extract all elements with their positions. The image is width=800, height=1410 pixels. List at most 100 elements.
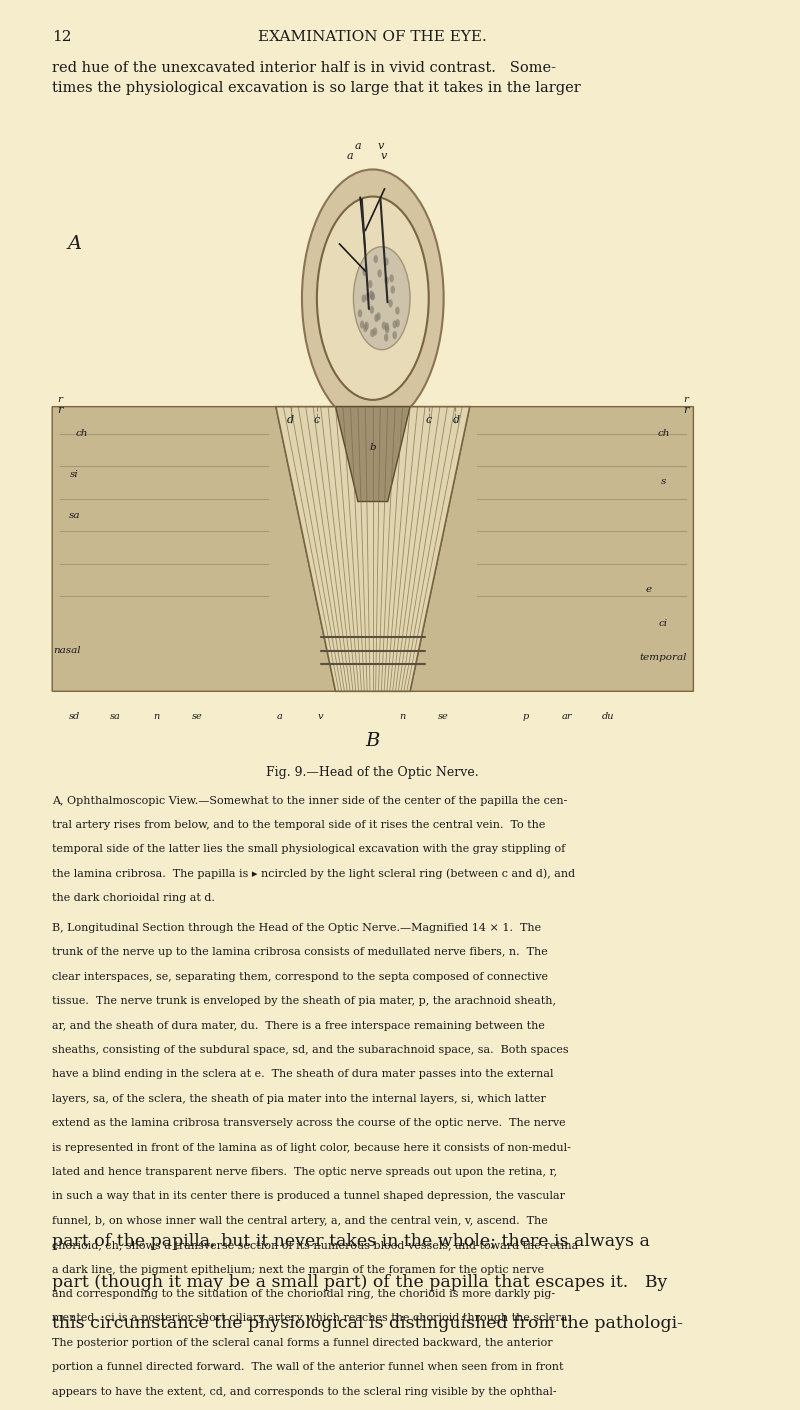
- Text: a: a: [277, 712, 282, 721]
- Circle shape: [362, 268, 367, 276]
- Circle shape: [364, 321, 369, 330]
- Text: times the physiological excavation is so large that it takes in the larger: times the physiological excavation is so…: [52, 82, 581, 96]
- Circle shape: [370, 306, 374, 314]
- Circle shape: [363, 324, 367, 333]
- Text: part (though it may be a small part) of the papilla that escapes it.   By: part (though it may be a small part) of …: [52, 1275, 667, 1292]
- Text: appears to have the extent, cd, and corresponds to the scleral ring visible by t: appears to have the extent, cd, and corr…: [52, 1386, 557, 1397]
- Circle shape: [365, 293, 370, 302]
- Text: temporal: temporal: [640, 653, 687, 661]
- Text: B: B: [366, 732, 380, 750]
- Polygon shape: [276, 406, 470, 691]
- Circle shape: [374, 255, 378, 264]
- Text: sa: sa: [110, 712, 121, 721]
- Text: ci: ci: [659, 619, 668, 627]
- Circle shape: [395, 306, 400, 314]
- Text: tral artery rises from below, and to the temporal side of it rises the central v: tral artery rises from below, and to the…: [52, 821, 546, 830]
- Text: si: si: [70, 470, 79, 479]
- Text: mented.  ci is a posterior short ciliary artery which reaches the chorioid throu: mented. ci is a posterior short ciliary …: [52, 1314, 571, 1324]
- Text: the lamina cribrosa.  The papilla is ▸ ncircled by the light scleral ring (betwe: the lamina cribrosa. The papilla is ▸ nc…: [52, 869, 575, 880]
- Text: n: n: [154, 712, 160, 721]
- Circle shape: [385, 326, 390, 334]
- Polygon shape: [410, 406, 694, 691]
- Text: se: se: [438, 712, 449, 721]
- Text: nasal: nasal: [54, 646, 81, 656]
- Text: a: a: [347, 151, 354, 161]
- Text: se: se: [192, 712, 203, 721]
- Circle shape: [354, 247, 410, 350]
- Text: this circumstance the physiological is distinguished from the pathologi-: this circumstance the physiological is d…: [52, 1314, 683, 1332]
- Text: and corresponding to the situation of the chorioidal ring, the chorioid is more : and corresponding to the situation of th…: [52, 1289, 555, 1299]
- Text: A: A: [67, 235, 82, 252]
- Text: v: v: [377, 141, 383, 151]
- Text: layers, sa, of the sclera, the sheath of pia mater into the internal layers, si,: layers, sa, of the sclera, the sheath of…: [52, 1094, 546, 1104]
- Circle shape: [368, 281, 373, 288]
- Text: d: d: [453, 415, 460, 424]
- Text: du: du: [602, 712, 614, 721]
- Circle shape: [374, 314, 378, 321]
- Text: clear interspaces, se, separating them, correspond to the septa composed of conn: clear interspaces, se, separating them, …: [52, 971, 548, 981]
- Text: p: p: [522, 712, 529, 721]
- Text: A, Ophthalmoscopic View.—Somewhat to the inner side of the center of the papilla: A, Ophthalmoscopic View.—Somewhat to the…: [52, 795, 567, 805]
- Circle shape: [390, 275, 394, 282]
- Circle shape: [390, 286, 395, 293]
- Text: in such a way that in its center there is produced a tunnel shaped depression, t: in such a way that in its center there i…: [52, 1191, 565, 1201]
- Circle shape: [384, 334, 388, 341]
- Circle shape: [384, 258, 389, 265]
- Text: sa: sa: [69, 510, 80, 519]
- Text: temporal side of the latter lies the small physiological excavation with the gra: temporal side of the latter lies the sma…: [52, 845, 566, 854]
- Text: r: r: [683, 395, 689, 405]
- Circle shape: [358, 309, 362, 317]
- Text: lated and hence transparent nerve fibers.  The optic nerve spreads out upon the : lated and hence transparent nerve fibers…: [52, 1167, 558, 1177]
- Text: a: a: [354, 141, 362, 151]
- Polygon shape: [335, 406, 410, 502]
- Text: c: c: [314, 415, 320, 424]
- Text: is represented in front of the lamina as of light color, because here it consist: is represented in front of the lamina as…: [52, 1142, 571, 1152]
- Text: v: v: [381, 151, 387, 161]
- Text: ar, and the sheath of dura mater, du.  There is a free interspace remaining betw: ar, and the sheath of dura mater, du. Th…: [52, 1021, 545, 1031]
- Text: funnel, b, on whose inner wall the central artery, a, and the central vein, v, a: funnel, b, on whose inner wall the centr…: [52, 1215, 548, 1225]
- Text: r: r: [57, 406, 62, 416]
- Text: tissue.  The nerve trunk is enveloped by the sheath of pia mater, p, the arachno: tissue. The nerve trunk is enveloped by …: [52, 997, 556, 1007]
- Circle shape: [376, 312, 381, 320]
- Text: r: r: [57, 395, 62, 405]
- Text: v: v: [318, 712, 323, 721]
- Circle shape: [373, 327, 378, 336]
- Text: chorioid, ch, shows a transverse section of its numerous blood-vessels, and towa: chorioid, ch, shows a transverse section…: [52, 1241, 578, 1251]
- Text: have a blind ending in the sclera at e.  The sheath of dura mater passes into th: have a blind ending in the sclera at e. …: [52, 1069, 554, 1080]
- Circle shape: [388, 299, 393, 307]
- Text: d: d: [287, 415, 294, 424]
- Text: b: b: [370, 443, 376, 451]
- Text: 12: 12: [52, 30, 72, 44]
- Circle shape: [385, 323, 389, 331]
- Text: a dark line, the pigment epithelium; next the margin of the foramen for the opti: a dark line, the pigment epithelium; nex…: [52, 1265, 544, 1275]
- Text: the dark chorioidal ring at d.: the dark chorioidal ring at d.: [52, 894, 215, 904]
- Text: s: s: [661, 477, 666, 485]
- Circle shape: [393, 331, 397, 340]
- Circle shape: [393, 320, 397, 329]
- Text: part of the papilla, but it never takes in the whole; there is always a: part of the papilla, but it never takes …: [52, 1234, 650, 1251]
- Text: The posterior portion of the scleral canal forms a funnel directed backward, the: The posterior portion of the scleral can…: [52, 1338, 553, 1348]
- Text: portion a funnel directed forward.  The wall of the anterior funnel when seen fr: portion a funnel directed forward. The w…: [52, 1362, 564, 1372]
- Circle shape: [395, 319, 400, 327]
- Circle shape: [362, 295, 366, 303]
- Text: extend as the lamina cribrosa transversely across the course of the optic nerve.: extend as the lamina cribrosa transverse…: [52, 1118, 566, 1128]
- Text: n: n: [399, 712, 406, 721]
- Circle shape: [369, 290, 374, 299]
- Polygon shape: [52, 406, 335, 691]
- Text: r: r: [683, 406, 689, 416]
- Circle shape: [382, 321, 386, 330]
- Text: ch: ch: [76, 429, 88, 439]
- Circle shape: [302, 169, 444, 427]
- Circle shape: [317, 196, 429, 400]
- Text: EXAMINATION OF THE EYE.: EXAMINATION OF THE EYE.: [258, 30, 487, 44]
- Text: sd: sd: [69, 712, 80, 721]
- Circle shape: [378, 269, 382, 278]
- Circle shape: [370, 329, 374, 337]
- Text: Fig. 9.—Head of the Optic Nerve.: Fig. 9.—Head of the Optic Nerve.: [266, 766, 479, 778]
- Text: red hue of the unexcavated interior half is in vivid contrast.   Some-: red hue of the unexcavated interior half…: [52, 61, 556, 75]
- Text: c: c: [426, 415, 432, 424]
- Text: ch: ch: [658, 429, 670, 439]
- Circle shape: [360, 320, 364, 329]
- Circle shape: [370, 292, 375, 300]
- Text: B, Longitudinal Section through the Head of the Optic Nerve.—Magnified 14 × 1.  : B, Longitudinal Section through the Head…: [52, 924, 542, 933]
